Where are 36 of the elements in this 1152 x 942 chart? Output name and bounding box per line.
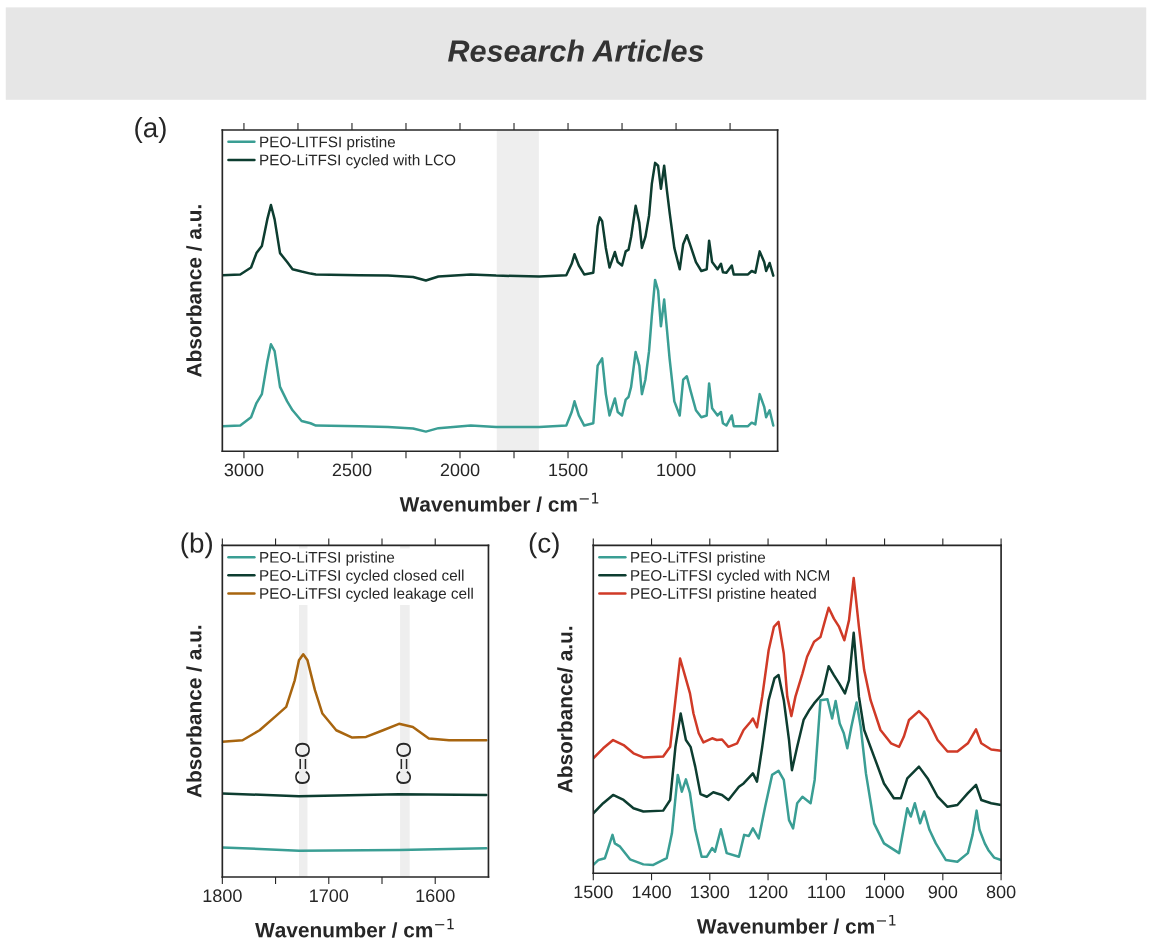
x-tick-label: 1500 [574, 885, 613, 899]
x-tick-label: 1000 [657, 463, 696, 477]
x-tick-label: 1300 [691, 885, 730, 899]
x-tick-label: 1600 [416, 889, 455, 903]
x-tick-label: 1200 [749, 885, 788, 899]
x-tick-label: 2000 [440, 463, 480, 477]
x-tick-label: 1700 [310, 889, 349, 903]
x-axis-title: Wavenumber / cm$^{−1}$ [255, 918, 454, 938]
legend-label: PEO-LiTFSI pristine [631, 551, 766, 566]
legend-label: PEO-LiTFSI cycled leakage cell [260, 587, 473, 602]
x-tick-label: 1100 [808, 885, 846, 899]
legend-label: PEO-LiTFSI cycled with LCO [260, 154, 456, 169]
y-axis-title: Absorbance / a.u. [186, 205, 202, 377]
annotation: C=O [295, 742, 310, 785]
text: Research Articles [448, 39, 704, 62]
legend-label: PEO-LiTFSI cycled with NCM [631, 569, 830, 584]
x-tick-label: 900 [928, 885, 958, 899]
x-axis-title: Wavenumber / cm$^{−1}$ [696, 914, 896, 934]
x-axis-title: Wavenumber / cm$^{−1}$ [399, 492, 599, 512]
y-axis-title: Absorbance / a.u. [186, 625, 202, 798]
x-tick-label: 1800 [203, 889, 242, 903]
annotation: C=O [396, 742, 412, 785]
x-tick-label: 3000 [224, 463, 264, 477]
x-tick-label: 1000 [865, 885, 904, 899]
x-tick-label: 2500 [332, 463, 372, 477]
legend-label: PEO-LITFSI pristine [260, 136, 396, 151]
x-tick-label: 800 [986, 885, 1016, 899]
text: (a) [135, 117, 166, 143]
x-tick-label: 1500 [549, 463, 588, 477]
text: (b) [181, 532, 212, 559]
x-tick-label: 1400 [632, 885, 671, 899]
y-axis-title: Absorbance/ a.u. [557, 626, 573, 793]
text: (c) [529, 532, 559, 559]
legend-label: PEO-LiTFSI cycled closed cell [260, 569, 464, 584]
legend-label: PEO-LiTFSI pristine heated [631, 587, 816, 602]
legend-label: PEO-LiTFSI pristine [260, 551, 395, 566]
